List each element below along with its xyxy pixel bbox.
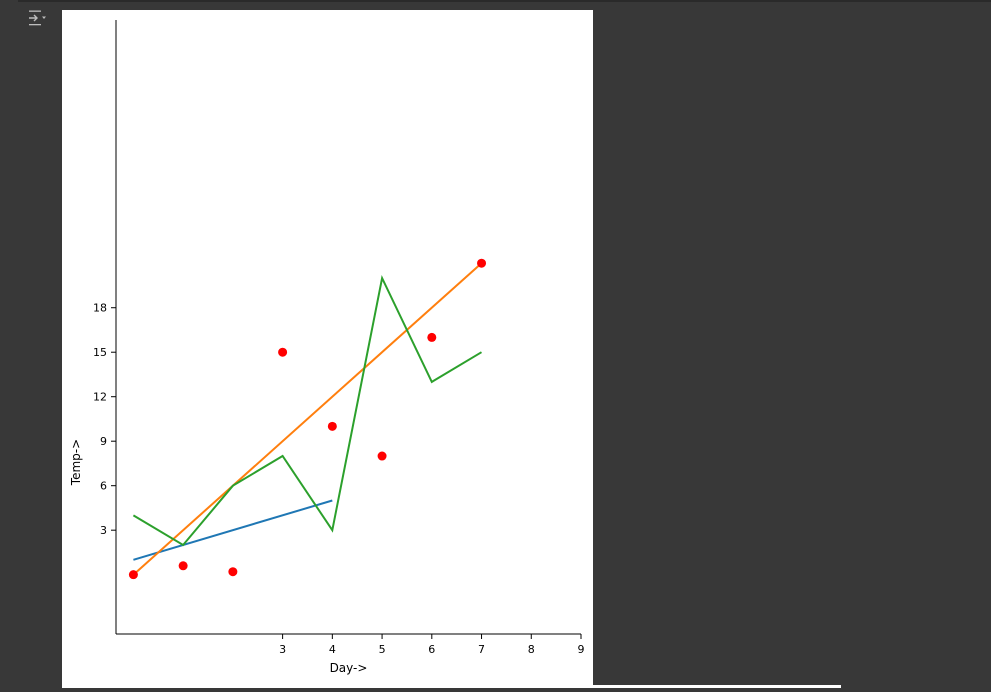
scatter-point	[327, 421, 337, 431]
x-tick-label: 4	[329, 643, 336, 656]
series-line-2	[132, 262, 483, 576]
x-tick-label: 3	[279, 643, 286, 656]
scatter-point	[427, 332, 437, 342]
chart-figure: 3 4 5 6 7 8 9 3 6 9 12 15 18 Day-> Temp->	[62, 10, 593, 688]
x-tick-label: 7	[478, 643, 485, 656]
scatter-point	[128, 570, 138, 580]
line-chart: 3 4 5 6 7 8 9 3 6 9 12 15 18 Day-> Temp->	[69, 20, 585, 675]
x-tick-label: 9	[578, 643, 585, 656]
scatter-point	[278, 347, 288, 357]
scatter-point	[228, 567, 238, 577]
y-axis-label: Temp->	[69, 439, 83, 486]
series-line-1	[133, 499, 333, 561]
y-tick-label: 9	[100, 435, 107, 448]
y-tick-label: 3	[100, 524, 107, 537]
y-tick-label: 15	[93, 346, 107, 359]
y-tick-label: 6	[100, 480, 107, 493]
y-tick-label: 18	[93, 302, 107, 315]
cell-top-border	[18, 0, 991, 2]
x-tick-label: 5	[379, 643, 386, 656]
scatter-point	[178, 561, 188, 571]
series-line-3	[132, 274, 483, 547]
x-tick-label: 6	[428, 643, 435, 656]
output-options-icon[interactable]	[27, 8, 49, 28]
scatter-point	[377, 451, 387, 461]
x-axis-label: Day->	[330, 661, 368, 675]
scatter-point	[477, 258, 487, 268]
output-scroll-edge	[593, 685, 841, 688]
x-tick-label: 8	[528, 643, 535, 656]
y-tick-label: 12	[93, 391, 107, 404]
